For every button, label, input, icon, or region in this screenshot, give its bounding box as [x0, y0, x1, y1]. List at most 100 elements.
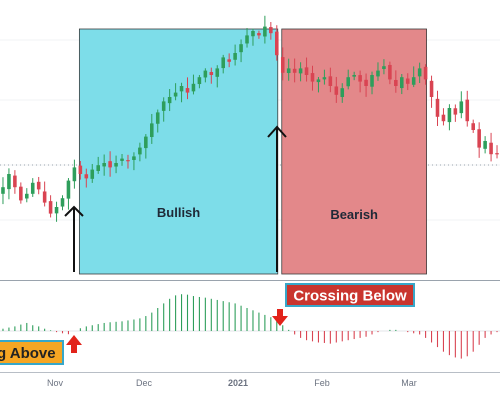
candle [423, 64, 428, 85]
candle [90, 163, 95, 183]
candle [191, 74, 196, 95]
candle [483, 136, 487, 154]
candle [108, 151, 112, 177]
bullish-zone [78, 28, 279, 275]
candle [203, 68, 208, 83]
candle [257, 30, 261, 39]
candle [382, 59, 386, 75]
candle [96, 156, 100, 174]
candle [36, 176, 41, 195]
candle [453, 104, 458, 122]
candle [66, 178, 71, 210]
entry-arrow-down [267, 125, 287, 272]
crossing-above-callout: g Above [0, 340, 64, 365]
candle [185, 77, 190, 100]
candle [471, 119, 475, 133]
x-tick-label: Nov [47, 378, 64, 388]
candle [215, 65, 220, 88]
candle [161, 97, 166, 122]
candle [179, 82, 184, 103]
candle [19, 182, 23, 204]
candle [316, 76, 321, 93]
candle [280, 47, 285, 81]
crossing-below-callout: Crossing Below [285, 283, 415, 307]
candle [405, 73, 410, 91]
candle [310, 65, 315, 91]
crossing-below-label: Crossing Below [293, 288, 407, 305]
bullish-label: Bullish [157, 205, 200, 220]
bearish-zone [281, 28, 427, 275]
candle [429, 75, 434, 108]
candle [292, 58, 297, 83]
candle [167, 89, 172, 112]
candle [150, 113, 154, 144]
candle [60, 195, 65, 211]
candle [447, 104, 452, 131]
crossing-above-arrow [66, 335, 82, 353]
candle [459, 91, 464, 119]
candle [489, 132, 493, 162]
candle [144, 134, 148, 159]
candle [54, 201, 59, 222]
candle [245, 28, 249, 48]
x-tick-label: 2021 [228, 378, 248, 388]
entry-arrow-up [64, 205, 84, 272]
candle [286, 58, 291, 81]
candle [364, 73, 368, 97]
crossing-below-box [285, 283, 415, 307]
candle [233, 44, 237, 66]
candle [411, 66, 416, 88]
candle [322, 69, 327, 85]
candle [352, 71, 356, 81]
candle [400, 74, 404, 95]
candle [138, 142, 142, 162]
candle [25, 188, 29, 203]
x-tick-label: Mar [401, 378, 417, 388]
candle [251, 28, 255, 46]
crossing-above-box [0, 340, 64, 365]
candle [1, 177, 5, 205]
candle [42, 181, 47, 207]
candle [48, 195, 53, 218]
bearish-label: Bearish [330, 207, 378, 222]
candle [269, 22, 273, 40]
candle [30, 178, 35, 197]
candle [120, 153, 124, 166]
candle [197, 74, 202, 89]
x-tick-label: Dec [136, 378, 153, 388]
candle [102, 154, 106, 176]
candle [358, 70, 362, 93]
candle [78, 160, 83, 180]
candle [441, 108, 446, 126]
candle [477, 122, 481, 158]
candle [304, 57, 309, 82]
candle [328, 67, 333, 93]
candle [275, 25, 279, 61]
candle [239, 39, 243, 63]
candle [72, 159, 77, 189]
candle [340, 83, 345, 103]
candle [155, 109, 160, 133]
candle [114, 155, 118, 174]
candle [465, 90, 470, 127]
candle [298, 62, 303, 82]
x-tick-label: Feb [314, 378, 330, 388]
crossing-above-label: g Above [0, 345, 56, 362]
candle [126, 154, 130, 169]
candle [495, 145, 499, 159]
candle [221, 54, 225, 74]
x-axis-ticks: Nov Dec 2021 Feb Mar [47, 378, 417, 388]
candle [173, 83, 178, 101]
candle [7, 168, 11, 200]
candle [13, 170, 17, 194]
histogram-layer [2, 294, 498, 359]
candle [334, 76, 339, 103]
candle [263, 15, 267, 44]
candle [84, 168, 89, 188]
candle [376, 62, 380, 81]
candle [227, 53, 231, 68]
candle [346, 69, 350, 90]
candle-layer [1, 15, 499, 222]
